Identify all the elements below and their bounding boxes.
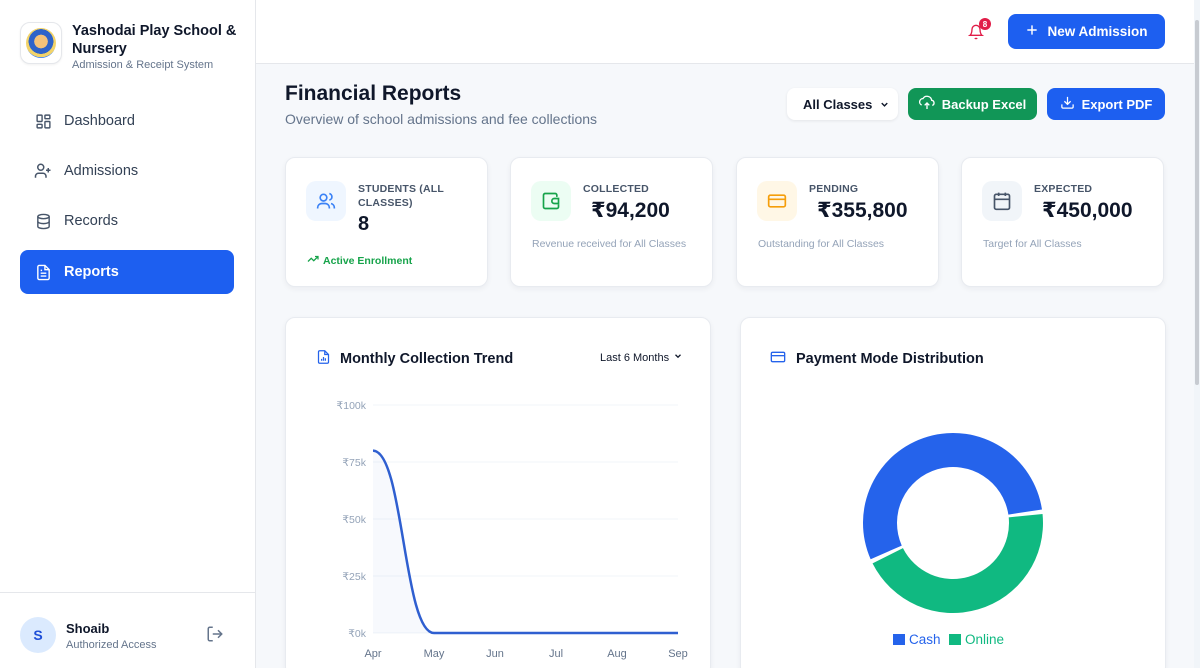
bar-chart-file-icon xyxy=(316,349,331,369)
stat-label: EXPECTED xyxy=(1034,183,1093,195)
credit-card-icon xyxy=(757,181,797,221)
monthly-trend-title-text: Monthly Collection Trend xyxy=(340,351,514,367)
stat-value: ₹94,200 xyxy=(591,199,670,222)
stat-card-expected: EXPECTED ₹450,000 Target for All Classes xyxy=(961,157,1164,287)
new-admission-button[interactable]: New Admission xyxy=(1008,14,1165,49)
sidebar-item-reports[interactable]: Reports xyxy=(20,250,234,294)
stat-value: 8 xyxy=(358,213,370,235)
stat-label: STUDENTS (ALL CLASSES) xyxy=(358,183,444,209)
y-tick-label: ₹0k xyxy=(348,628,367,640)
x-tick-label: Sep xyxy=(668,648,688,660)
chevron-down-icon xyxy=(673,351,683,364)
wallet-icon xyxy=(531,181,571,221)
page-title: Financial Reports xyxy=(285,82,462,105)
area-fill xyxy=(373,450,678,633)
monthly-trend-title: Monthly Collection Trend xyxy=(316,349,513,369)
stat-card-pending: PENDING ₹355,800 Outstanding for All Cla… xyxy=(736,157,939,287)
stat-note: Active Enrollment xyxy=(307,253,412,268)
stat-note: Target for All Classes xyxy=(983,238,1082,250)
slice-online xyxy=(872,513,1043,614)
stat-label: COLLECTED xyxy=(583,183,649,195)
download-icon xyxy=(1060,95,1075,113)
stat-label: PENDING xyxy=(809,183,859,195)
backup-excel-button[interactable]: Backup Excel xyxy=(908,88,1037,120)
y-tick-label: ₹25k xyxy=(342,571,366,583)
sidebar-item-label: Admissions xyxy=(64,163,139,179)
slice-cash xyxy=(863,432,1042,560)
brand: Yashodai Play School & Nursery Admission… xyxy=(20,22,242,71)
range-select[interactable]: Last 6 Months xyxy=(600,351,683,364)
stat-note: Outstanding for All Classes xyxy=(758,238,885,250)
brand-name: Yashodai Play School & Nursery xyxy=(72,23,237,57)
class-filter-select[interactable]: All Classes xyxy=(787,88,898,120)
notification-button[interactable]: 8 xyxy=(968,18,991,42)
calendar-icon xyxy=(982,181,1022,221)
plus-icon xyxy=(1025,23,1039,40)
cloud-upload-icon xyxy=(918,95,935,114)
notification-badge: 8 xyxy=(979,18,991,30)
chevron-down-icon xyxy=(879,98,890,113)
legend-label: Online xyxy=(965,632,1004,647)
user-plus-icon xyxy=(34,162,52,180)
payment-mode-title: Payment Mode Distribution xyxy=(769,349,984,369)
users-icon xyxy=(306,181,346,221)
sidebar-item-records[interactable]: Records xyxy=(20,200,234,242)
logout-icon[interactable] xyxy=(206,625,224,648)
x-tick-label: Jul xyxy=(549,648,563,660)
scrollbar-thumb[interactable] xyxy=(1195,20,1199,385)
export-pdf-button[interactable]: Export PDF xyxy=(1047,88,1165,120)
legend-swatch xyxy=(949,634,961,645)
range-select-value: Last 6 Months xyxy=(600,351,670,364)
file-text-icon xyxy=(34,263,52,281)
monthly-trend-panel: Monthly Collection Trend Last 6 Months ₹… xyxy=(285,317,711,668)
stat-note: Revenue received for All Classes xyxy=(532,238,687,250)
sidebar-item-label: Dashboard xyxy=(64,113,135,129)
stat-card-collected: COLLECTED ₹94,200 Revenue received for A… xyxy=(510,157,713,287)
backup-excel-label: Backup Excel xyxy=(941,96,1027,112)
legend-label: Cash xyxy=(909,632,941,647)
sidebar: Yashodai Play School & Nursery Admission… xyxy=(0,0,256,668)
donut-chart: Cash Online xyxy=(863,432,1043,647)
sidebar-item-admissions[interactable]: Admissions xyxy=(20,150,234,192)
sidebar-nav: Dashboard Admissions Records Reports xyxy=(20,100,234,302)
topbar: 8 New Admission xyxy=(256,0,1200,64)
sidebar-item-dashboard[interactable]: Dashboard xyxy=(20,100,234,142)
stat-value: ₹355,800 xyxy=(817,199,908,222)
sidebar-item-label: Records xyxy=(64,213,118,229)
user-profile: S Shoaib Authorized Access xyxy=(0,592,256,668)
line-chart: ₹0k ₹25k ₹50k ₹75k ₹100k Apr May Jun Jul Aug Sep xyxy=(337,400,688,660)
scrollbar[interactable] xyxy=(1194,0,1200,668)
stat-note-text: Active Enrollment xyxy=(323,254,413,267)
class-filter-value: All Classes xyxy=(803,96,873,112)
x-tick-label: May xyxy=(424,648,445,660)
y-tick-label: ₹50k xyxy=(342,514,366,526)
new-admission-label: New Admission xyxy=(1047,24,1148,39)
stat-value: ₹450,000 xyxy=(1042,199,1133,222)
avatar: S xyxy=(20,617,56,653)
payment-mode-panel: Payment Mode Distribution Cash Online xyxy=(740,317,1166,668)
database-icon xyxy=(34,212,52,230)
series-line xyxy=(372,449,678,635)
credit-card-icon xyxy=(769,349,787,369)
payment-mode-title-text: Payment Mode Distribution xyxy=(796,351,984,367)
x-tick-label: Aug xyxy=(607,648,627,660)
user-name: Shoaib xyxy=(66,621,110,636)
legend-swatch xyxy=(893,634,905,645)
x-tick-label: Apr xyxy=(364,648,381,660)
y-tick-label: ₹75k xyxy=(342,457,366,469)
stat-card-students: STUDENTS (ALL CLASSES) 8 Active Enrollme… xyxy=(285,157,488,287)
brand-subtitle: Admission & Receipt System xyxy=(72,59,214,71)
grid-icon xyxy=(34,112,52,130)
sidebar-item-label: Reports xyxy=(64,264,119,280)
page-subtitle: Overview of school admissions and fee co… xyxy=(285,111,598,127)
school-logo xyxy=(20,22,62,64)
export-pdf-label: Export PDF xyxy=(1081,96,1153,112)
user-role: Authorized Access xyxy=(66,639,157,651)
trending-up-icon xyxy=(307,253,319,268)
x-tick-label: Jun xyxy=(486,648,504,660)
y-tick-label: ₹100k xyxy=(337,400,367,412)
